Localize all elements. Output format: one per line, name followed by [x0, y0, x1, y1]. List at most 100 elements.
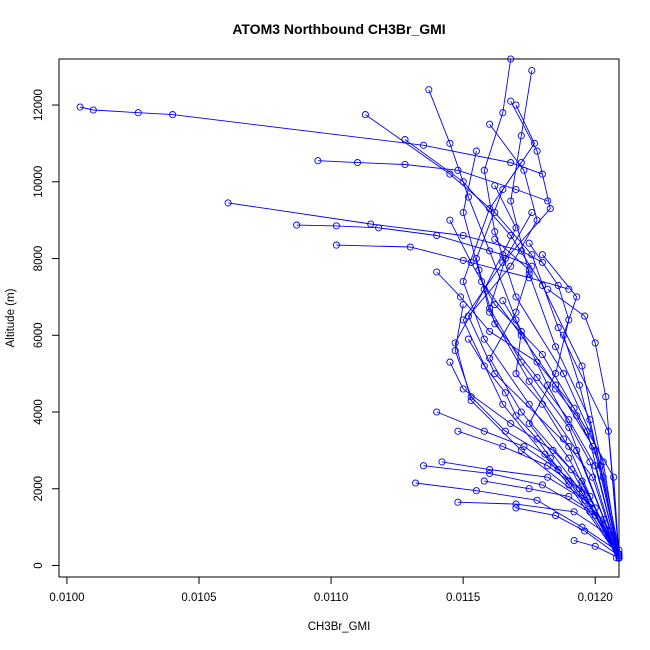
data-point: [459, 208, 467, 217]
plot-area: [58, 58, 620, 578]
data-point: [486, 466, 494, 474]
data-point: [610, 473, 618, 481]
series-line: [510, 70, 620, 555]
series-line: [484, 480, 620, 558]
data-point: [491, 228, 499, 236]
data-point: [475, 266, 483, 274]
data-point: [293, 221, 301, 229]
data-point: [512, 308, 520, 316]
series-line: [462, 151, 620, 556]
data-point: [565, 285, 573, 293]
y-tick-label: 2000: [33, 476, 45, 502]
data-point: [486, 327, 494, 335]
data-point: [602, 393, 610, 401]
data-point: [552, 343, 560, 351]
data-point: [528, 251, 536, 259]
data-point: [456, 293, 465, 301]
data-point: [525, 266, 533, 274]
y-tick-label: 8000: [33, 246, 45, 272]
series-line: [436, 411, 620, 558]
data-point: [438, 458, 446, 466]
y-tick-label: 12000: [33, 89, 45, 121]
data-point: [507, 197, 515, 205]
data-point: [552, 385, 560, 393]
data-point: [559, 370, 568, 378]
data-point: [472, 487, 480, 495]
data-point: [573, 293, 581, 301]
data-point: [591, 339, 599, 347]
y-axis: 0 2000 4000 6000 8000 10000 12000: [33, 89, 59, 569]
series-profile: [76, 103, 546, 178]
data-point: [501, 427, 509, 435]
data-point: [554, 466, 562, 474]
data-point: [446, 358, 454, 366]
data-point: [454, 427, 462, 435]
data-point: [533, 147, 541, 155]
data-point: [499, 297, 507, 305]
y-tick-label: 10000: [33, 166, 45, 198]
data-point: [586, 492, 594, 500]
data-point: [480, 335, 488, 343]
data-point: [406, 243, 414, 251]
series-line: [478, 269, 620, 558]
data-point: [499, 400, 507, 408]
data-point: [552, 370, 560, 378]
data-point: [559, 435, 568, 443]
series-line: [489, 212, 620, 558]
data-point: [486, 304, 494, 312]
data-point: [520, 166, 528, 174]
series-line: [462, 162, 620, 555]
data-point: [589, 442, 597, 451]
series-profile: [486, 235, 623, 562]
x-tick-label: 0.0115: [446, 592, 480, 604]
chart-title: ATOM3 Northbound CH3Br_GMI: [232, 21, 445, 37]
data-point: [480, 427, 488, 435]
data-point: [589, 473, 597, 481]
data-point: [507, 159, 515, 167]
data-point: [480, 285, 488, 293]
data-point: [512, 412, 520, 420]
data-point: [586, 508, 594, 516]
data-point: [459, 256, 467, 264]
series-line: [515, 507, 620, 557]
series-profile: [314, 157, 552, 205]
data-point: [512, 293, 520, 301]
x-axis: 0.0100 0.0105 0.0110 0.0115 0.0120: [49, 577, 613, 604]
data-point: [353, 159, 362, 167]
data-point: [491, 235, 499, 243]
data-point: [425, 86, 433, 94]
data-point: [459, 301, 467, 309]
data-point: [459, 277, 467, 286]
data-point: [570, 536, 578, 545]
data-point: [433, 231, 441, 240]
data-point: [533, 435, 541, 443]
data-point: [565, 442, 573, 451]
data-point: [538, 350, 546, 359]
data-point: [134, 109, 142, 117]
data-point: [401, 136, 409, 144]
series-line: [467, 123, 617, 558]
y-tick-label: 6000: [33, 322, 45, 348]
data-point: [499, 109, 507, 117]
data-point: [528, 66, 536, 75]
data-point: [512, 370, 520, 378]
data-point: [507, 55, 515, 63]
y-tick-label: 4000: [33, 399, 45, 425]
series-profile: [512, 504, 623, 560]
data-point: [454, 498, 462, 506]
data-point: [517, 159, 525, 167]
series-layer: [76, 55, 623, 562]
data-point: [459, 178, 467, 186]
data-point: [76, 103, 84, 111]
data-point: [499, 185, 507, 194]
data-point: [538, 258, 546, 266]
series-line: [80, 106, 543, 175]
x-tick-label: 0.0120: [578, 592, 613, 604]
data-point: [544, 462, 552, 470]
data-point: [499, 442, 507, 451]
series-line: [475, 104, 620, 558]
data-point: [533, 373, 541, 382]
data-point: [565, 423, 573, 431]
data-point: [578, 477, 586, 485]
